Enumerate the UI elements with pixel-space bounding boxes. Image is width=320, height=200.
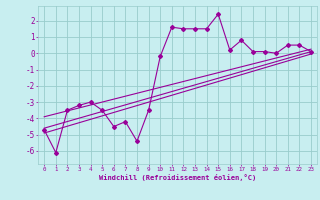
X-axis label: Windchill (Refroidissement éolien,°C): Windchill (Refroidissement éolien,°C) xyxy=(99,174,256,181)
